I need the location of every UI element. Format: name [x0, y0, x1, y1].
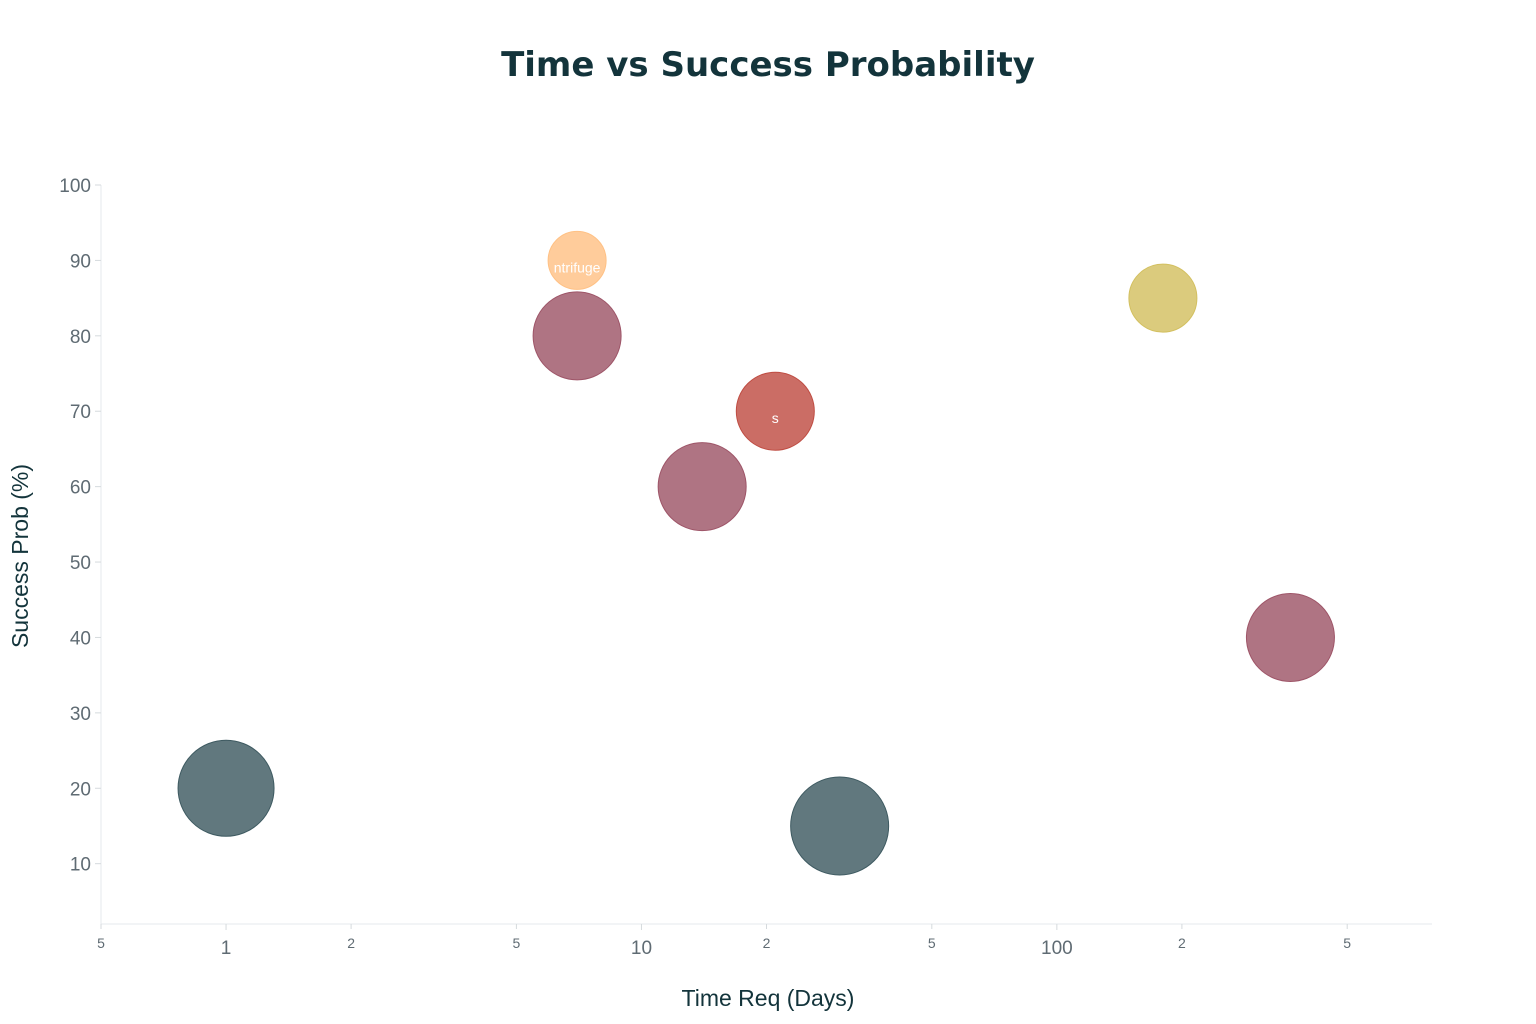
y-tick-label: 70	[70, 402, 91, 423]
y-tick-label: 100	[59, 176, 91, 197]
x-minor-tick-label: 5	[513, 935, 521, 951]
chart-title: Time vs Success Probability	[501, 45, 1035, 85]
y-tick-label: 50	[70, 553, 91, 574]
y-tick-label: 30	[70, 704, 91, 725]
bubble-point	[1245, 592, 1335, 682]
x-minor-tick-label: 2	[763, 935, 771, 951]
y-axis-title: Success Prob (%)	[7, 464, 33, 648]
bubble-series: ntrifuge s	[177, 230, 1335, 876]
bubble-point	[532, 291, 622, 381]
x-tick-label: 1	[221, 938, 232, 959]
bubble-point	[657, 442, 747, 532]
x-minor-tick-label: 2	[1178, 935, 1186, 951]
y-tick-label: 60	[70, 478, 91, 499]
x-axis-ticks: 1 10 100 5 2 5 2 5 2 5	[97, 924, 1351, 959]
x-minor-tick-label: 5	[1343, 935, 1351, 951]
y-tick-label: 90	[70, 251, 91, 272]
bubble-point	[177, 739, 275, 837]
x-minor-tick-label: 2	[347, 935, 355, 951]
y-tick-label: 20	[70, 779, 91, 800]
bubble-point	[790, 776, 890, 876]
bubble-label: ntrifuge	[554, 259, 601, 275]
y-axis-ticks: 100 90 80 70 60 50 40 30 20 10	[59, 176, 101, 876]
x-axis-title: Time Req (Days)	[682, 985, 855, 1011]
x-tick-label: 10	[631, 938, 652, 959]
bubble-point	[547, 230, 607, 290]
x-tick-label: 100	[1041, 938, 1073, 959]
bubble-point	[1128, 263, 1198, 333]
bubble-point	[735, 371, 815, 451]
bubble-label: s	[772, 410, 779, 426]
y-tick-label: 40	[70, 628, 91, 649]
x-minor-tick-label: 5	[97, 935, 105, 951]
y-tick-label: 10	[70, 855, 91, 876]
y-tick-label: 80	[70, 327, 91, 348]
x-minor-tick-label: 5	[928, 935, 936, 951]
